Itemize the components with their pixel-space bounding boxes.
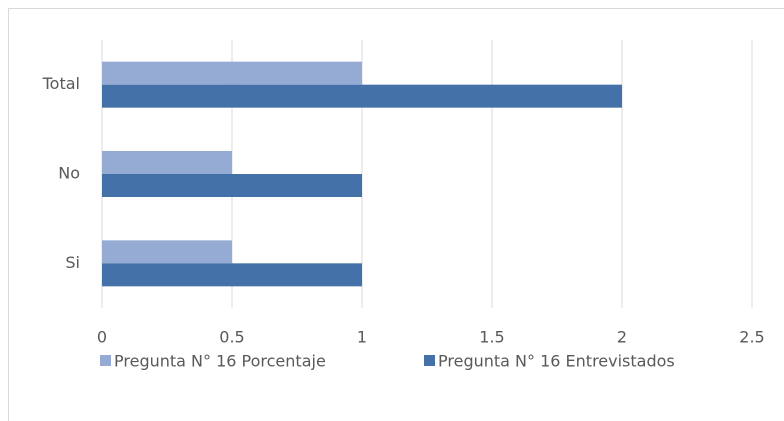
x-tick-label: 0 — [97, 328, 107, 347]
bar — [102, 174, 362, 197]
bar — [102, 84, 622, 108]
bar — [102, 61, 362, 85]
x-tick-label: 2 — [617, 328, 627, 347]
y-tick-label: Si — [65, 253, 80, 272]
chart-frame — [8, 8, 784, 421]
legend-swatch — [100, 355, 111, 366]
y-tick-label: Total — [42, 74, 80, 93]
x-tick-label: 1 — [357, 328, 367, 347]
legend-label: Pregunta N° 16 Entrevistados — [438, 352, 675, 371]
x-tick-label: 2.5 — [739, 328, 764, 347]
bar — [102, 263, 362, 287]
y-tick-label: No — [58, 164, 80, 183]
legend-swatch — [424, 355, 435, 366]
bar — [102, 151, 232, 174]
bar — [102, 240, 232, 264]
x-tick-label: 0.5 — [219, 328, 244, 347]
x-tick-label: 1.5 — [479, 328, 504, 347]
legend-label: Pregunta N° 16 Porcentaje — [114, 352, 326, 371]
